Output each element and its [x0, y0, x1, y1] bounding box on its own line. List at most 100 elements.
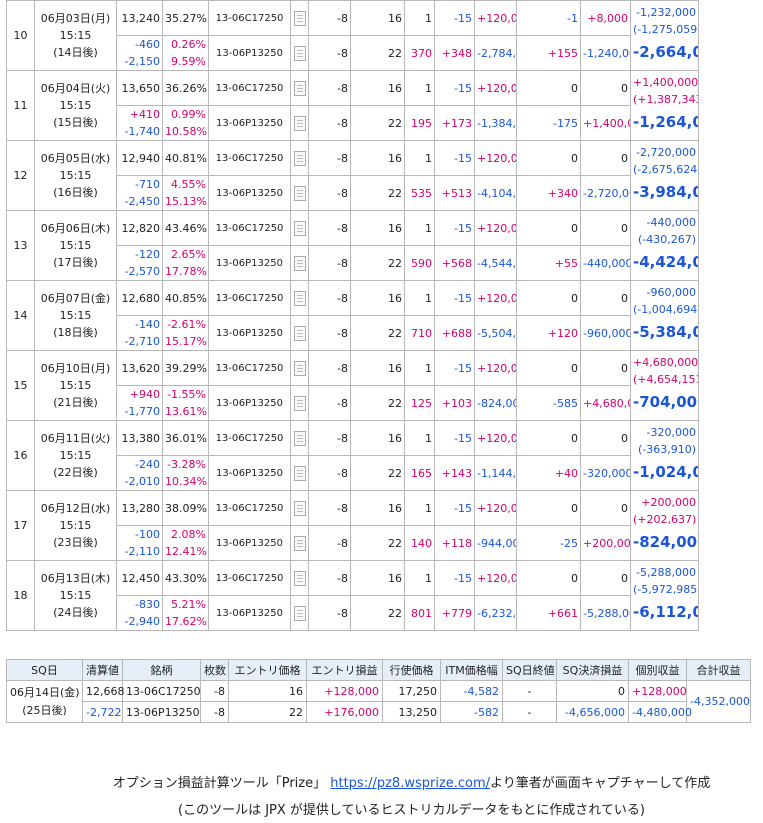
document-icon[interactable]	[293, 360, 306, 376]
doc-cell[interactable]	[290, 350, 309, 386]
doc-cell[interactable]	[290, 175, 309, 211]
pct-diff: 15.13%	[165, 195, 207, 208]
leg-pnl: -2,720,000	[580, 175, 631, 211]
entry-price: 16	[350, 420, 405, 456]
price-change: -100	[135, 528, 160, 541]
total-a: +4,680,000	[633, 356, 699, 369]
quantity: -8	[308, 175, 351, 211]
sq-pnl: -4,656,000	[556, 701, 629, 723]
doc-cell[interactable]	[290, 280, 309, 316]
row-index: 16	[6, 420, 35, 491]
doc-cell[interactable]	[290, 315, 309, 351]
entry-price: 16	[350, 490, 405, 526]
underlying-price: 12,680	[116, 280, 163, 316]
doc-cell[interactable]	[290, 385, 309, 421]
price-diff: -2,710	[124, 335, 160, 348]
total-cell: +4,680,000 (+4,654,151) -704,000	[630, 350, 699, 421]
doc-cell[interactable]	[290, 140, 309, 176]
doc-cell[interactable]	[290, 0, 309, 36]
price-change: -460	[135, 38, 160, 51]
document-icon[interactable]	[293, 185, 306, 201]
pct-diff: 12.41%	[165, 545, 207, 558]
document-icon[interactable]	[293, 605, 306, 621]
option-code: 13-06P13250	[208, 385, 291, 421]
pct-change-cell: 5.21% 17.62%	[162, 595, 209, 631]
pct-change-cell: 0.26% 9.59%	[162, 35, 209, 71]
entry-price: 22	[350, 385, 405, 421]
option-code: 13-06P13250	[208, 455, 291, 491]
entry-price: 16	[350, 210, 405, 246]
leg-entry-pnl: -4,544,000	[474, 245, 517, 281]
doc-cell[interactable]	[290, 70, 309, 106]
document-icon[interactable]	[293, 500, 306, 516]
option-code: 13-06C17250	[208, 210, 291, 246]
table-row: 11 06月04日(火) 15:15 (15日後) 13,650 36.26% 13-06C…	[6, 70, 763, 141]
prize-link[interactable]: https://pz8.wsprize.com/	[330, 776, 491, 791]
leg-pnl: -1,240,000	[580, 35, 631, 71]
doc-cell[interactable]	[290, 525, 309, 561]
document-icon[interactable]	[293, 45, 306, 61]
document-icon[interactable]	[293, 570, 306, 586]
doc-cell[interactable]	[290, 245, 309, 281]
total-a: -320,000	[646, 426, 696, 439]
leg-pnl: 0	[580, 350, 631, 386]
doc-cell[interactable]	[290, 105, 309, 141]
option-code: 13-06P13250	[208, 245, 291, 281]
leg-entry-pnl: +120,000	[474, 490, 517, 526]
pct-diff: 15.17%	[165, 335, 207, 348]
document-icon[interactable]	[293, 535, 306, 551]
iv-value: 43.30%	[162, 560, 209, 596]
doc-cell[interactable]	[290, 490, 309, 526]
leg-cur-pnl: -15	[434, 0, 475, 36]
doc-cell[interactable]	[290, 455, 309, 491]
sq-close: -	[502, 701, 557, 723]
document-icon[interactable]	[293, 115, 306, 131]
quantity: -8	[308, 420, 351, 456]
total-b: (+202,637)	[633, 513, 697, 526]
row-date-cell: 06月07日(金) 15:15 (18日後)	[34, 280, 117, 351]
iv-value: 36.01%	[162, 420, 209, 456]
total-cell: -1,232,000 (-1,275,059) -2,664,000	[630, 0, 699, 71]
document-icon[interactable]	[293, 465, 306, 481]
price-change-cell: -100 -2,110	[116, 525, 163, 561]
doc-cell[interactable]	[290, 560, 309, 596]
total-cell: -320,000 (-363,910) -1,024,000	[630, 420, 699, 491]
total-value: -1,264,000	[633, 113, 698, 131]
sq-total: -4,352,000	[686, 680, 751, 723]
leg-sq-diff: -1	[516, 0, 581, 36]
doc-cell[interactable]	[290, 35, 309, 71]
row-days: (15日後)	[53, 116, 98, 129]
document-icon[interactable]	[293, 325, 306, 341]
document-icon[interactable]	[293, 80, 306, 96]
leg-cur-pnl: -15	[434, 140, 475, 176]
price-change-cell: +410 -1,740	[116, 105, 163, 141]
quantity: -8	[308, 350, 351, 386]
document-icon[interactable]	[293, 290, 306, 306]
document-icon[interactable]	[293, 10, 306, 26]
document-icon[interactable]	[293, 395, 306, 411]
sq-strike: 17,250	[382, 680, 441, 702]
quantity: -8	[308, 385, 351, 421]
leg-pnl: -320,000	[580, 455, 631, 491]
doc-cell[interactable]	[290, 210, 309, 246]
pct-diff: 13.61%	[165, 405, 207, 418]
document-icon[interactable]	[293, 220, 306, 236]
row-date-cell: 06月11日(火) 15:15 (22日後)	[34, 420, 117, 491]
document-icon[interactable]	[293, 150, 306, 166]
quantity: -8	[308, 595, 351, 631]
pct-change: 0.26%	[171, 38, 206, 51]
current-value: 1	[404, 280, 435, 316]
leg-pnl: +4,680,000	[580, 385, 631, 421]
document-icon[interactable]	[293, 255, 306, 271]
doc-cell[interactable]	[290, 595, 309, 631]
entry-price: 22	[350, 175, 405, 211]
leg-pnl: 0	[580, 280, 631, 316]
total-cell: -960,000 (-1,004,694) -5,384,000	[630, 280, 699, 351]
document-icon[interactable]	[293, 430, 306, 446]
row-time: 15:15	[59, 379, 92, 392]
price-diff: -2,450	[124, 195, 160, 208]
doc-cell[interactable]	[290, 420, 309, 456]
total-a: -1,232,000	[636, 6, 696, 19]
entry-price: 22	[350, 455, 405, 491]
sq-header-3: 枚数	[200, 659, 229, 681]
